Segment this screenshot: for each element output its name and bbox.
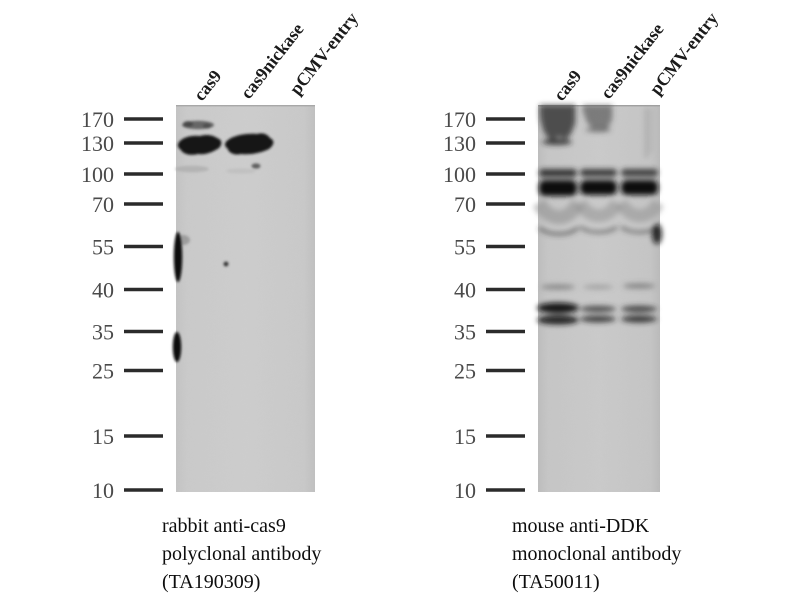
svg-text:55: 55	[92, 235, 114, 260]
svg-text:monoclonal antibody: monoclonal antibody	[512, 543, 681, 565]
svg-text:(TA190309): (TA190309)	[162, 571, 260, 593]
svg-text:35: 35	[454, 320, 476, 345]
svg-text:10: 10	[92, 478, 114, 503]
svg-text:55: 55	[454, 235, 476, 260]
svg-text:rabbit anti-cas9: rabbit anti-cas9	[162, 515, 286, 537]
svg-text:170: 170	[81, 107, 114, 132]
svg-text:25: 25	[454, 359, 476, 384]
svg-text:130: 130	[443, 131, 476, 156]
svg-text:100: 100	[443, 162, 476, 187]
svg-text:mouse anti-DDK: mouse anti-DDK	[512, 515, 650, 537]
svg-text:15: 15	[454, 424, 476, 449]
svg-text:10: 10	[454, 478, 476, 503]
svg-text:35: 35	[92, 320, 114, 345]
svg-text:70: 70	[92, 192, 114, 217]
svg-text:100: 100	[81, 162, 114, 187]
svg-text:(TA50011): (TA50011)	[512, 571, 600, 593]
svg-text:15: 15	[92, 424, 114, 449]
svg-text:70: 70	[454, 192, 476, 217]
svg-text:170: 170	[443, 107, 476, 132]
svg-text:40: 40	[454, 278, 476, 303]
svg-text:130: 130	[81, 131, 114, 156]
svg-text:25: 25	[92, 359, 114, 384]
svg-text:40: 40	[92, 278, 114, 303]
svg-text:polyclonal antibody: polyclonal antibody	[162, 543, 321, 565]
